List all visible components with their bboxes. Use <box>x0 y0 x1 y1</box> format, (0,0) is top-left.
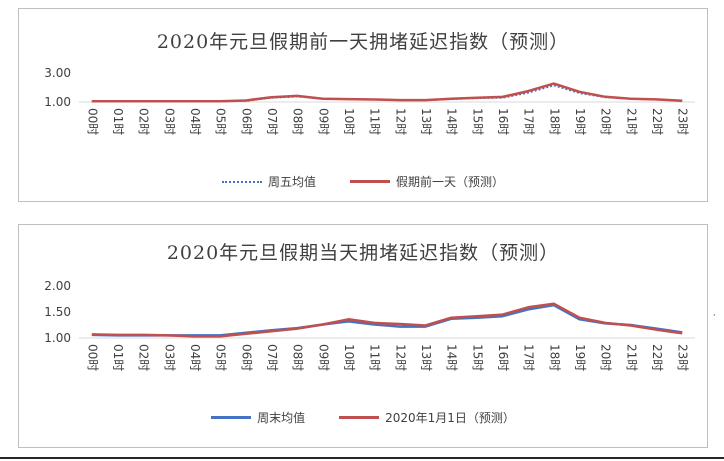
x-tick-label: 23时 <box>676 108 690 135</box>
x-tick-label: 04时 <box>188 108 202 135</box>
x-tick-label: 02时 <box>137 344 151 371</box>
x-tick-label: 22时 <box>650 344 664 371</box>
x-tick-label: 11时 <box>368 108 382 135</box>
x-tick-label: 17时 <box>522 108 536 135</box>
legend-item-jan1-forecast: 2020年1月1日（预测） <box>339 409 515 426</box>
chart-panel-new-year-day: 2020年元旦假期当天拥堵延迟指数（预测） 1.00 1.50 2.00 00时 01时… <box>18 224 708 448</box>
x-tick-label: 06时 <box>239 108 253 135</box>
legend-swatch-solid <box>211 416 252 419</box>
x-tick-label: 02时 <box>137 108 151 135</box>
edge-mark: , <box>713 308 716 317</box>
x-tick-label: 15时 <box>470 344 484 371</box>
legend-label: 2020年1月1日（预测） <box>385 411 515 425</box>
x-tick-label: 06时 <box>239 344 253 371</box>
x-tick-label: 13时 <box>419 344 433 371</box>
x-tick-label: 10时 <box>342 344 356 371</box>
x-tick-label: 19时 <box>573 108 587 135</box>
x-tick-label: 15时 <box>470 108 484 135</box>
x-tick-label: 11时 <box>368 344 382 371</box>
x-tick-label: 03时 <box>162 108 176 135</box>
x-tick-label: 22时 <box>650 108 664 135</box>
x-tick-label: 08时 <box>291 344 305 371</box>
y-tick-label: 3.00 <box>44 66 71 80</box>
legend-swatch-solid <box>339 416 380 419</box>
x-tick-label: 14时 <box>445 344 459 371</box>
x-tick-label: 08时 <box>291 108 305 135</box>
legend-item-holiday-eve-forecast: 假期前一天（预测） <box>350 173 504 190</box>
x-tick-label: 20时 <box>599 108 613 135</box>
x-tick-label: 16时 <box>496 344 510 371</box>
x-tick-label: 00时 <box>85 108 99 135</box>
x-tick-label: 05时 <box>214 108 228 135</box>
x-tick-label: 04时 <box>188 344 202 371</box>
x-tick-label: 12时 <box>393 344 407 371</box>
series-line-1 <box>91 82 683 103</box>
y-tick-label: 1.00 <box>44 95 71 109</box>
y-tick-label: 1.50 <box>44 305 71 319</box>
x-tick-label: 13时 <box>419 108 433 135</box>
y-tick-label: 2.00 <box>44 279 71 293</box>
x-tick-label: 18时 <box>547 108 561 135</box>
legend-label: 假期前一天（预测） <box>396 175 505 189</box>
x-tick-label: 21时 <box>624 108 638 135</box>
legend-label: 周末均值 <box>257 411 306 425</box>
legend-label: 周五均值 <box>267 175 316 189</box>
x-tick-label: 14时 <box>445 108 459 135</box>
x-tick-label: 10时 <box>342 108 356 135</box>
chart-title: 2020年元旦假期前一天拥堵延迟指数（预测） <box>156 31 570 53</box>
x-tick-label: 17时 <box>522 344 536 371</box>
x-tick-label: 09时 <box>316 108 330 135</box>
x-tick-label: 21时 <box>624 344 638 371</box>
chart-title: 2020年元旦假期当天拥堵延迟指数（预测） <box>166 242 560 264</box>
page-bottom-rule <box>0 457 724 459</box>
x-tick-label: 07时 <box>265 108 279 135</box>
y-tick-label: 1.00 <box>44 331 71 345</box>
x-tick-label: 09时 <box>316 344 330 371</box>
chart-legend: 周五均值 假期前一天（预测） <box>19 173 707 190</box>
x-tick-label: 00时 <box>85 344 99 371</box>
x-tick-label: 05时 <box>214 344 228 371</box>
x-tick-label: 23时 <box>676 344 690 371</box>
x-tick-label: 16时 <box>496 108 510 135</box>
x-tick-label: 07时 <box>265 344 279 371</box>
x-tick-label: 20时 <box>599 344 613 371</box>
x-tick-label: 01时 <box>111 108 125 135</box>
series-line-1 <box>91 302 683 338</box>
chart-panel-holiday-eve: 2020年元旦假期前一天拥堵延迟指数（预测） 1.00 3.00 00时 01时 02时… <box>18 8 708 202</box>
legend-item-weekend-avg: 周末均值 <box>211 409 305 426</box>
x-tick-label: 03时 <box>162 344 176 371</box>
x-tick-label: 18时 <box>547 344 561 371</box>
chart-legend: 周末均值 2020年1月1日（预测） <box>19 409 707 426</box>
chart-plot-area: 1.00 1.50 2.00 00时 01时 02时 03时 04时 05时 06时 07时 08时 0… <box>44 279 695 371</box>
chart-plot-area: 1.00 3.00 00时 01时 02时 03时 04时 05时 06时 07时 08时 09时 10… <box>44 66 695 135</box>
x-tick-label: 19时 <box>573 344 587 371</box>
x-tick-label: 12时 <box>393 108 407 135</box>
legend-swatch-solid <box>350 180 390 183</box>
legend-swatch-dotted <box>221 180 262 183</box>
legend-item-friday-avg: 周五均值 <box>221 173 316 190</box>
x-tick-label: 01时 <box>111 344 125 371</box>
